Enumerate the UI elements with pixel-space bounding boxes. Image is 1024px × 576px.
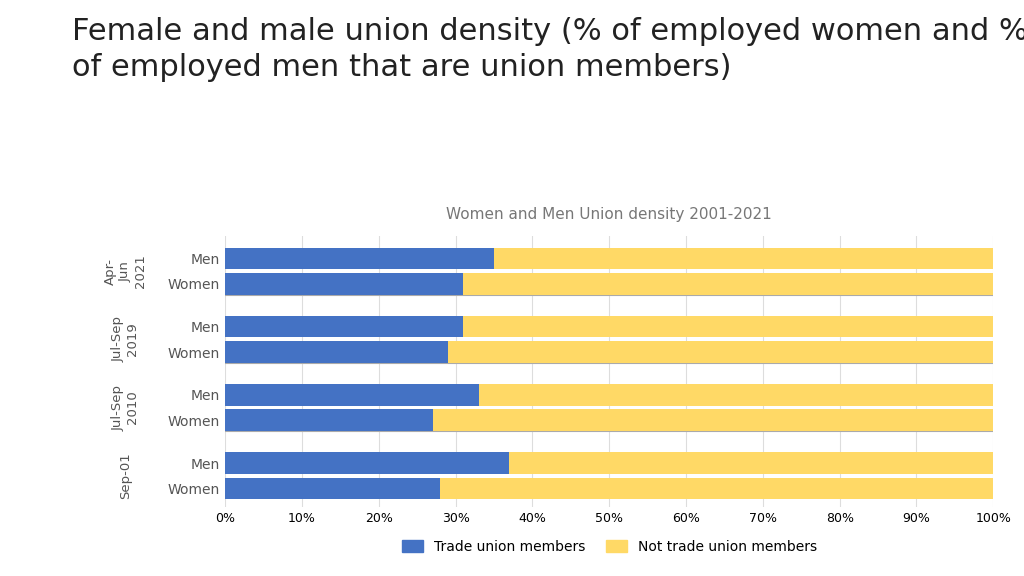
Bar — [225, 316, 463, 338]
Bar — [449, 342, 993, 363]
Text: Female and male union density (% of employed women and %
of employed men that ar: Female and male union density (% of empl… — [72, 17, 1024, 82]
Bar — [440, 478, 993, 499]
Text: Jul-Sep
2019: Jul-Sep 2019 — [112, 316, 139, 362]
Text: Apr-
Jun
2021: Apr- Jun 2021 — [103, 254, 146, 288]
Bar — [463, 316, 993, 338]
Bar — [225, 452, 509, 474]
Bar — [463, 273, 993, 294]
Text: Women and Men Union density 2001-2021: Women and Men Union density 2001-2021 — [446, 207, 772, 222]
Bar — [225, 478, 440, 499]
Bar — [509, 452, 993, 474]
Bar — [225, 384, 479, 406]
Text: Jul-Sep
2010: Jul-Sep 2010 — [112, 385, 139, 430]
Bar — [479, 384, 993, 406]
Bar — [225, 410, 432, 431]
Bar — [225, 342, 449, 363]
Bar — [432, 410, 993, 431]
Bar — [225, 248, 495, 269]
Legend: Trade union members, Not trade union members: Trade union members, Not trade union mem… — [396, 535, 822, 559]
Bar — [225, 273, 463, 294]
Text: Sep-01: Sep-01 — [119, 452, 132, 499]
Bar — [495, 248, 993, 269]
